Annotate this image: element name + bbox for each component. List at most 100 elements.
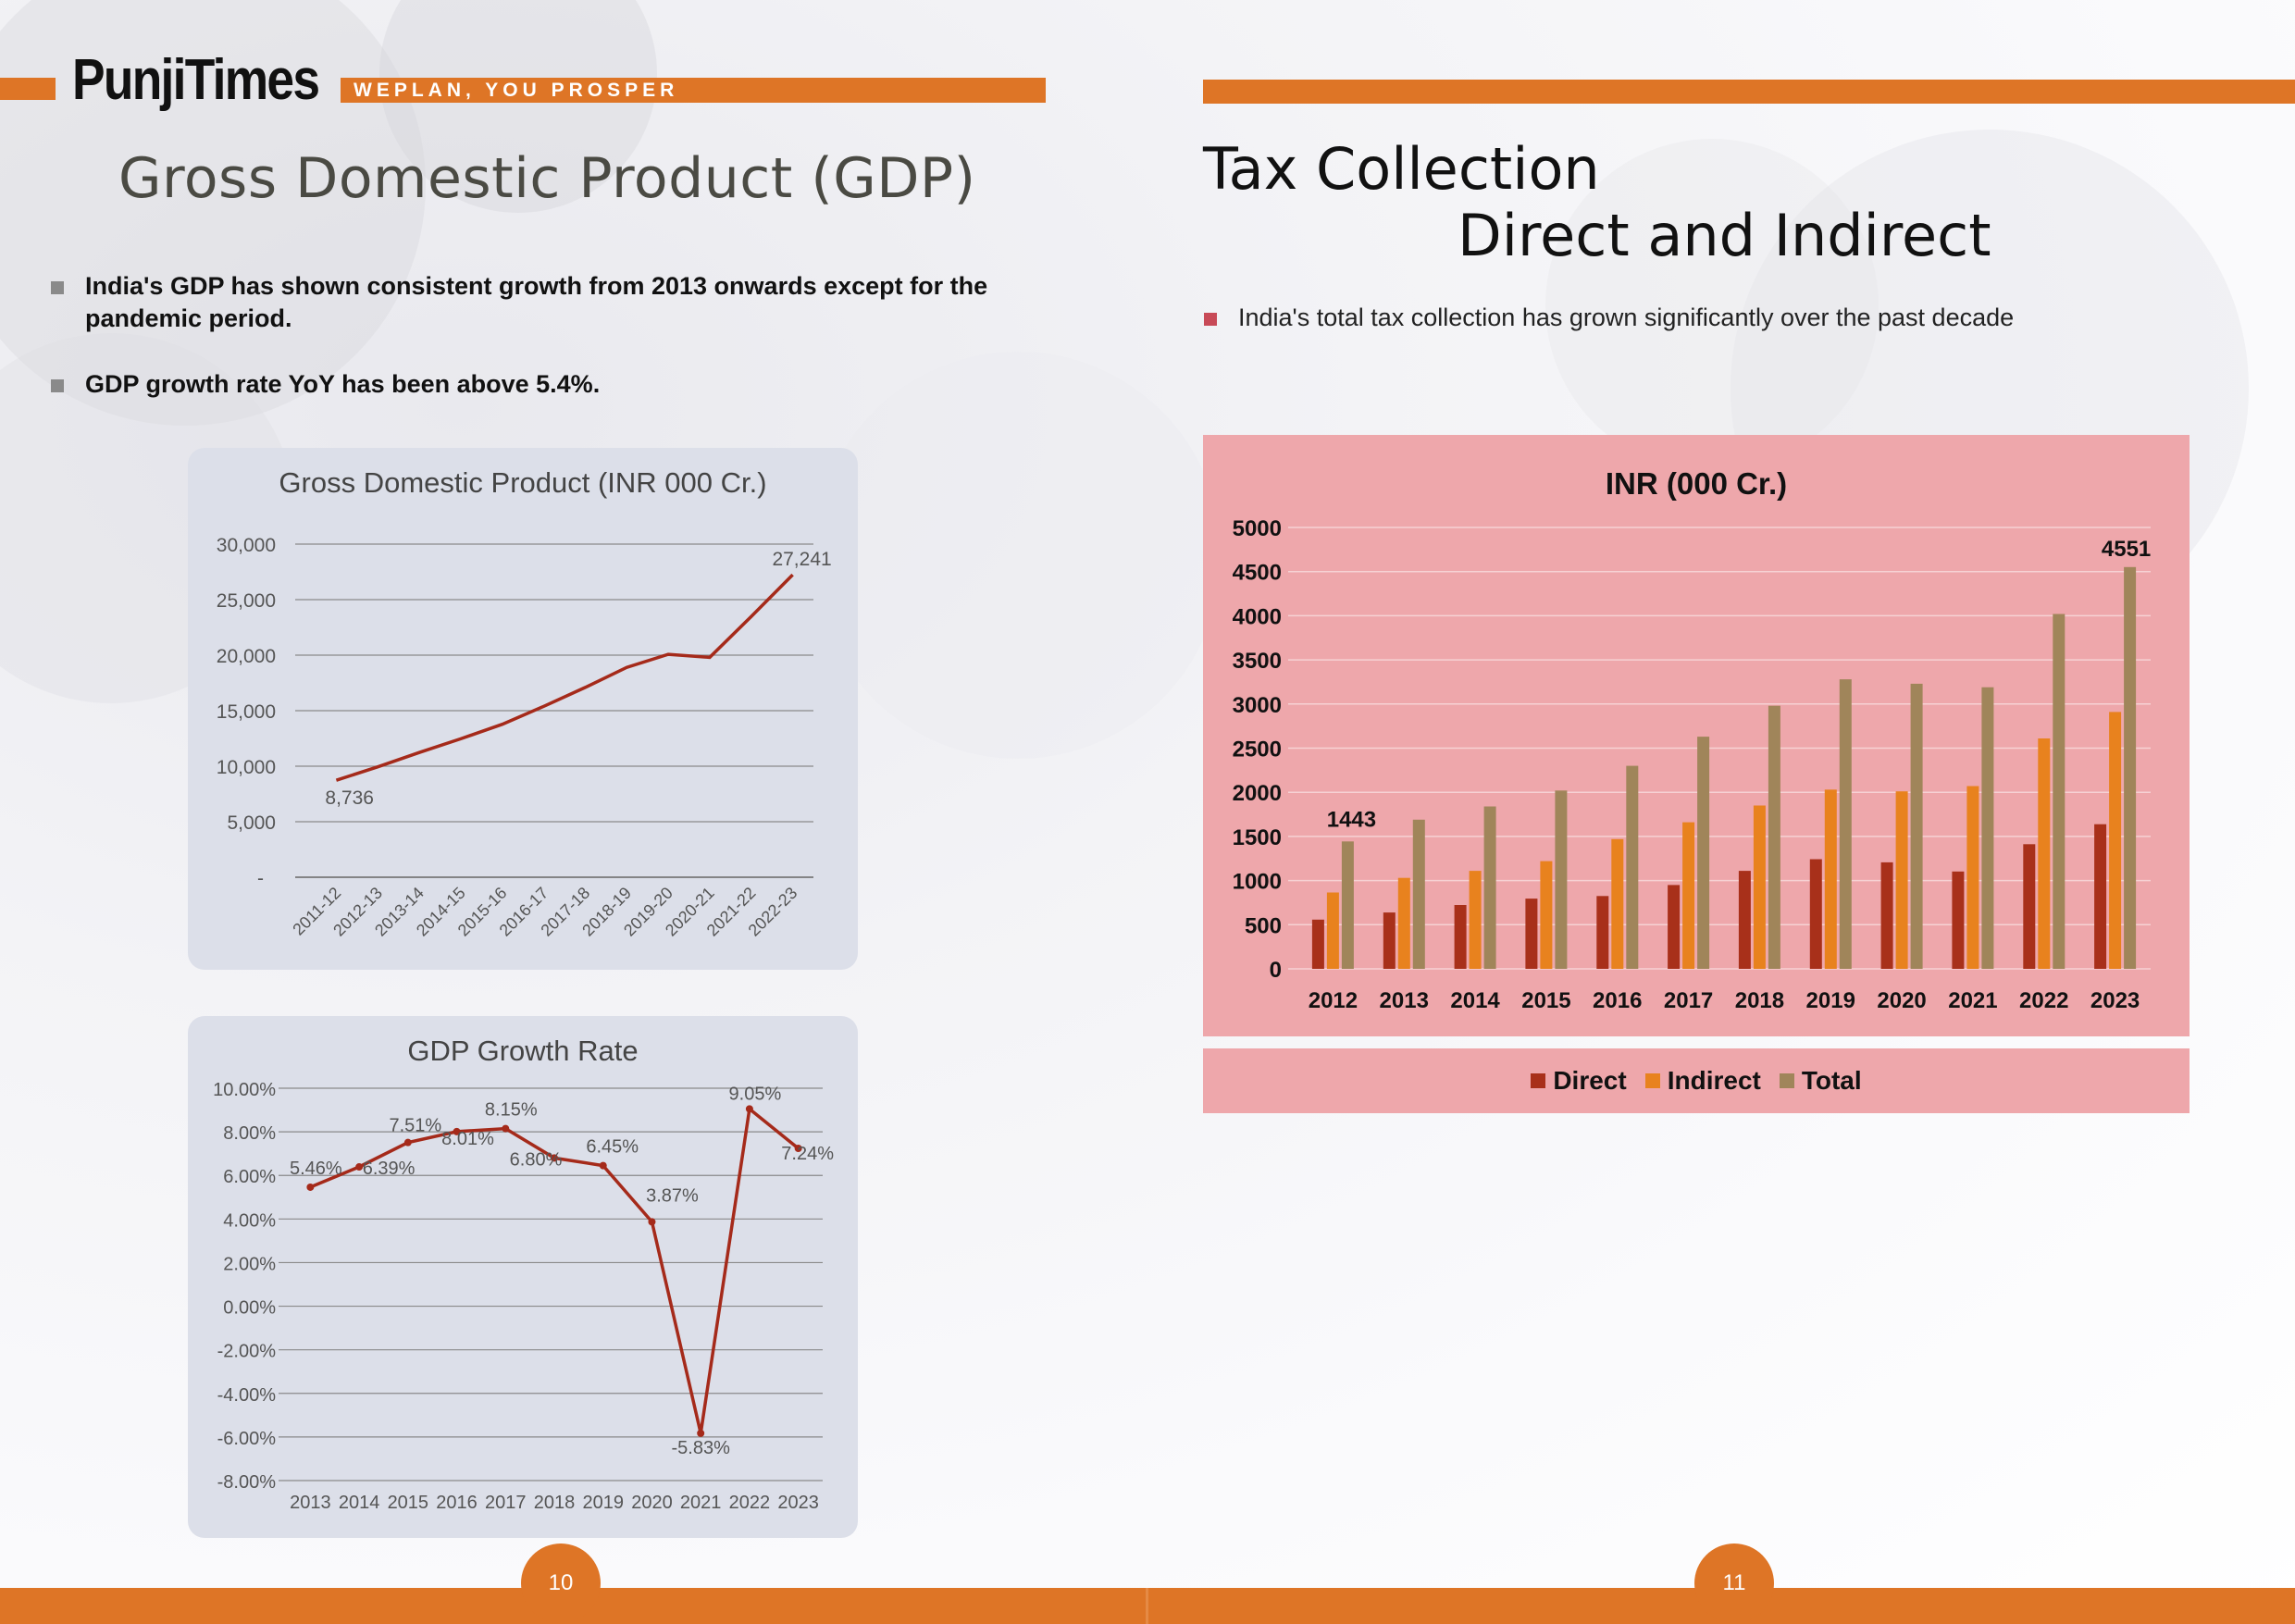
growth-chart-title: GDP Growth Rate xyxy=(407,1035,638,1067)
gdp-data-label: 8,736 xyxy=(325,787,374,809)
bullet-square-icon xyxy=(51,379,64,392)
growth-y-tick: 0.00% xyxy=(223,1298,276,1319)
tagline-bar xyxy=(341,78,1046,103)
tax-bar-indirect xyxy=(2038,738,2051,969)
tax-x-tick: 2014 xyxy=(1450,988,1500,1013)
tax-bar-total xyxy=(1626,765,1639,969)
tax-bar-indirect xyxy=(1540,861,1553,969)
tax-bar-direct xyxy=(1311,919,1324,969)
tax-bar-direct xyxy=(1809,859,1822,969)
growth-y-tick: -6.00% xyxy=(217,1429,277,1449)
header-accent-bar-right xyxy=(1203,80,2295,104)
growth-x-tick: 2019 xyxy=(582,1493,624,1513)
gdp-y-tick: - xyxy=(257,868,264,889)
tax-bar-total xyxy=(1412,819,1425,969)
tax-y-tick: 4500 xyxy=(1233,561,1282,586)
growth-data-point xyxy=(355,1163,364,1172)
tax-bar-indirect xyxy=(1326,892,1339,969)
gdp-y-tick: 20,000 xyxy=(217,646,276,667)
tax-y-tick: 3000 xyxy=(1233,693,1282,718)
growth-y-tick: 4.00% xyxy=(223,1210,276,1231)
growth-chart-panel: GDP Growth Rate -8.00% -6.00% -4.00% -2.00%… xyxy=(188,1016,858,1538)
growth-data-label: 6.45% xyxy=(586,1137,639,1158)
growth-y-tick: 6.00% xyxy=(223,1167,276,1187)
growth-data-point xyxy=(453,1127,461,1135)
page-title-gdp: Gross Domestic Product (GDP) xyxy=(118,146,976,211)
tax-bar-total xyxy=(1981,687,1994,969)
growth-x-tick: 2021 xyxy=(680,1493,722,1513)
tax-bar-direct xyxy=(1668,885,1681,969)
legend-swatch xyxy=(1531,1073,1546,1088)
bullet-square-icon xyxy=(1204,313,1217,326)
brand-logo: PunjiTimes xyxy=(72,48,320,112)
growth-data-label: 8.01% xyxy=(441,1129,494,1149)
tax-bar-indirect xyxy=(1397,877,1410,969)
tax-x-tick: 2020 xyxy=(1877,988,1926,1013)
gdp-chart: Gross Domestic Product (INR 000 Cr.) - 5,… xyxy=(217,466,832,940)
tax-bar-direct xyxy=(2023,844,2036,969)
tax-x-tick: 2018 xyxy=(1735,988,1784,1013)
tax-bar-total xyxy=(1768,705,1780,969)
growth-y-tick: 10.00% xyxy=(213,1080,276,1100)
growth-chart: GDP Growth Rate -8.00% -6.00% -4.00% -2.00%… xyxy=(213,1035,834,1513)
growth-x-tick: 2016 xyxy=(436,1493,477,1513)
tax-y-tick: 1500 xyxy=(1233,825,1282,850)
legend-item-direct: Direct xyxy=(1531,1066,1627,1096)
tax-bar-direct xyxy=(1454,905,1467,969)
page-title-tax: Tax Collection xyxy=(1203,135,1600,203)
tax-x-tick: 2016 xyxy=(1593,988,1642,1013)
footer-divider xyxy=(1146,1588,1148,1624)
bullet-text: India's GDP has shown consistent growth … xyxy=(85,272,988,332)
gdp-chart-title: Gross Domestic Product (INR 000 Cr.) xyxy=(279,466,766,499)
tax-x-tick: 2017 xyxy=(1664,988,1713,1013)
growth-data-label: 3.87% xyxy=(646,1185,699,1206)
tax-bar-indirect xyxy=(1824,789,1837,969)
tax-bar-total xyxy=(2124,566,2137,969)
tax-bar-direct xyxy=(1880,862,1893,969)
tax-y-tick: 0 xyxy=(1270,958,1282,983)
growth-data-point xyxy=(403,1138,412,1147)
growth-data-label: 6.39% xyxy=(363,1159,416,1179)
tax-bar-total xyxy=(1483,806,1496,969)
growth-x-tick: 2015 xyxy=(388,1493,429,1513)
bullet-text: GDP growth rate YoY has been above 5.4%. xyxy=(85,370,601,398)
growth-y-tick: 2.00% xyxy=(223,1254,276,1274)
tax-x-tick: 2012 xyxy=(1309,988,1358,1013)
tax-bar-direct xyxy=(1952,871,1965,969)
tax-y-tick: 4000 xyxy=(1233,604,1282,629)
growth-data-label: 6.80% xyxy=(510,1149,563,1170)
tax-data-label: 1443 xyxy=(1327,807,1376,832)
tax-data-label: 4551 xyxy=(2102,537,2151,562)
bullet-tax: India's total tax collection has grown s… xyxy=(1204,302,2256,334)
bullet-gdp-growth: India's GDP has shown consistent growth … xyxy=(51,270,1011,335)
gdp-y-tick: 10,000 xyxy=(217,757,276,778)
growth-y-tick: 8.00% xyxy=(223,1123,276,1144)
bullet-text: India's total tax collection has grown s… xyxy=(1238,304,2015,331)
tax-bar-total xyxy=(1697,737,1710,969)
tax-y-tick: 1000 xyxy=(1233,870,1282,895)
growth-data-point xyxy=(502,1124,510,1133)
growth-data-label: 5.46% xyxy=(290,1159,342,1179)
bullet-gdp-rate: GDP growth rate YoY has been above 5.4%. xyxy=(51,368,1011,401)
growth-y-tick: -2.00% xyxy=(217,1342,277,1362)
tax-y-tick: 500 xyxy=(1245,913,1282,938)
legend-swatch xyxy=(1644,1073,1660,1088)
tax-y-tick: 2000 xyxy=(1233,781,1282,806)
tax-y-tick: 3500 xyxy=(1233,649,1282,674)
tax-chart: INR (000 Cr.) 0 500 1000 1500 2000 2500 3000 35… xyxy=(1233,466,2152,1013)
growth-data-label: 7.24% xyxy=(781,1144,834,1164)
tax-bar-total xyxy=(1341,841,1354,969)
legend-label: Indirect xyxy=(1667,1066,1761,1095)
tax-bar-indirect xyxy=(1611,838,1624,969)
page-number-right: 11 xyxy=(1694,1543,1774,1623)
gdp-y-tick: 25,000 xyxy=(217,590,276,612)
growth-data-point xyxy=(794,1145,802,1153)
tagline: WEPLAN, YOU PROSPER xyxy=(354,80,679,101)
tax-bar-direct xyxy=(1738,871,1751,969)
growth-data-point xyxy=(599,1161,607,1170)
tax-chart-legend: Direct Indirect Total xyxy=(1203,1048,2190,1113)
growth-data-point xyxy=(745,1105,753,1113)
gdp-series-line xyxy=(335,573,794,782)
tax-x-tick: 2021 xyxy=(1948,988,1997,1013)
page-number-left: 10 xyxy=(521,1543,601,1623)
